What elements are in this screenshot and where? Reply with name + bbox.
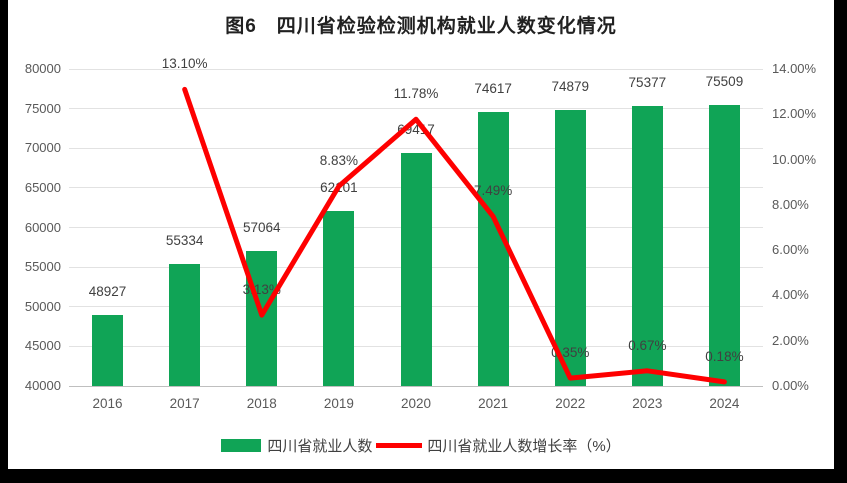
legend-item-employment: 四川省就业人数 xyxy=(221,435,372,456)
secondary-axis-tick-label: 14.00% xyxy=(772,61,817,76)
x-axis-tick-label: 2018 xyxy=(246,396,277,411)
y-axis-tick-label: 70000 xyxy=(24,140,61,156)
legend-line-swatch-icon xyxy=(376,443,423,448)
rate-value-label: 0.35% xyxy=(551,345,590,361)
legend-bar-swatch-icon xyxy=(221,439,262,452)
bar xyxy=(92,315,124,386)
bar-value-label: 57064 xyxy=(242,219,281,235)
bar xyxy=(323,210,355,386)
x-axis-tick-label: 2024 xyxy=(709,396,740,411)
rate-value-label: 8.83% xyxy=(319,153,359,169)
bar-value-label: 74617 xyxy=(474,80,512,96)
secondary-axis-tick-label: 8.00% xyxy=(772,196,809,212)
x-axis-tick-label: 2021 xyxy=(478,396,509,411)
x-axis-tick-label: 2016 xyxy=(92,396,123,411)
secondary-axis-tick-label: 4.00% xyxy=(772,287,809,303)
y-axis-tick-label: 65000 xyxy=(24,179,61,195)
bar xyxy=(708,104,740,386)
y-axis-tick-label: 45000 xyxy=(24,338,61,354)
x-axis-tick-label: 2019 xyxy=(323,396,354,411)
rate-value-label: 13.10% xyxy=(161,56,208,72)
y-axis-tick-label: 55000 xyxy=(24,259,61,275)
secondary-axis-tick-label: 10.00% xyxy=(772,151,817,167)
rate-value-label: 7.49% xyxy=(473,183,513,199)
legend-line-label: 四川省就业人数增长率（%） xyxy=(427,438,621,455)
x-axis-tick-label: 2017 xyxy=(169,396,200,411)
bar xyxy=(169,264,201,386)
y-axis-tick-label: 60000 xyxy=(24,219,61,235)
x-axis-tick-label: 2020 xyxy=(400,396,432,411)
bar-value-label: 48927 xyxy=(88,284,127,300)
plot-area: 40000 45000 50000 55000 60000 65000 70000 75000… xyxy=(8,0,834,469)
x-axis-tick-label: 2022 xyxy=(555,396,586,411)
bar xyxy=(477,111,509,386)
bar xyxy=(400,152,432,386)
grid-line xyxy=(69,68,763,70)
bar-value-label: 62101 xyxy=(320,179,358,195)
bar-value-label: 55334 xyxy=(165,233,204,249)
bar-value-label: 75509 xyxy=(705,73,744,89)
y-axis-tick-label: 75000 xyxy=(24,100,61,116)
rate-value-label: 11.78% xyxy=(393,86,439,102)
y-axis-tick-label: 50000 xyxy=(24,298,61,314)
bar-value-label: 69417 xyxy=(397,121,435,137)
bar-value-label: 74879 xyxy=(551,78,589,94)
legend-bar-label: 四川省就业人数 xyxy=(267,438,373,455)
secondary-axis-tick-label: 0.00% xyxy=(772,378,809,393)
rate-value-label: 3.13% xyxy=(242,282,281,298)
secondary-axis-tick-label: 6.00% xyxy=(772,242,809,258)
x-axis-tick-label: 2023 xyxy=(632,396,663,411)
chart-canvas: 图6 四川省检验检测机构就业人数变化情况 40000 45000 50000 5500… xyxy=(8,0,834,469)
y-axis-tick-label: 80000 xyxy=(24,61,61,76)
y-axis-tick-label: 40000 xyxy=(24,378,61,393)
x-axis-line xyxy=(69,385,763,387)
bar-value-label: 75377 xyxy=(628,74,667,90)
rate-value-label: 0.67% xyxy=(628,337,667,353)
chart-title: 图6 四川省检验检测机构就业人数变化情况 xyxy=(225,16,617,37)
legend: 四川省就业人数 四川省就业人数增长率（%） xyxy=(8,435,834,456)
bar xyxy=(246,250,278,386)
secondary-axis-tick-label: 2.00% xyxy=(772,332,809,348)
legend-item-growth-rate: 四川省就业人数增长率（%） xyxy=(372,435,621,456)
rate-value-label: 0.18% xyxy=(705,348,744,364)
secondary-axis-tick-label: 12.00% xyxy=(772,106,817,122)
